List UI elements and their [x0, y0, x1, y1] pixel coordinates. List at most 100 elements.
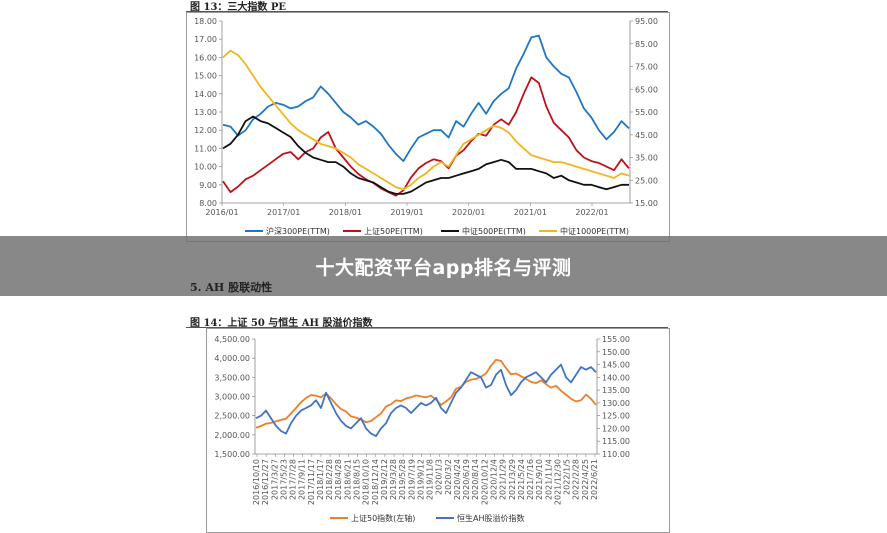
right-tick-label: 110.00: [602, 450, 630, 459]
x-tick-label: 2019/3/28: [389, 459, 398, 500]
x-tick-label: 2021/1/29: [499, 459, 508, 500]
left-tick-label: 17.00: [194, 35, 217, 44]
x-tick-label: 2020/10/12: [480, 459, 489, 505]
right-tick-label: 115.00: [602, 437, 630, 446]
right-tick-label: 55.00: [635, 108, 658, 117]
x-tick-label: 2021/12/30: [553, 459, 562, 505]
right-tick-label: 150.00: [602, 348, 630, 357]
left-tick-label: 13.00: [194, 108, 217, 117]
x-tick-label: 2020/8/14: [471, 459, 480, 500]
series-line-300pe-ttm: [222, 34, 630, 163]
left-tick-label: 10.00: [194, 163, 217, 172]
left-tick-label: 3,000.00: [214, 393, 250, 402]
x-tick-label: 2019/11/8: [426, 459, 435, 500]
left-tick-label: 16.00: [194, 53, 217, 62]
right-tick-label: 120.00: [602, 424, 630, 433]
right-tick-label: 25.00: [635, 176, 658, 185]
right-tick-label: 75.00: [635, 63, 658, 72]
x-tick-label: 2018/6/21: [343, 459, 352, 500]
left-tick-label: 11.00: [194, 144, 217, 153]
left-tick-label: 8.00: [199, 199, 217, 208]
series-line-500pe-ttm: [222, 115, 629, 195]
right-tick-label: 45.00: [635, 131, 658, 140]
left-tick-label: 3,500.00: [214, 373, 250, 382]
right-tick-label: 130.00: [602, 399, 630, 408]
pe-chart: 18.00 17.00 16.00 15.00 14.00 13.00 12.00 11.00…: [194, 17, 658, 236]
x-tick-label: 2017/7/28: [289, 459, 298, 500]
legend-label-50pe-ttm: 上证50PE(TTM): [364, 227, 423, 236]
x-tick-label: 2017/01: [267, 208, 300, 217]
right-tick-label: 95.00: [635, 17, 658, 26]
x-tick-label: 2020/01: [452, 208, 485, 217]
legend-label-300pe-ttm: 沪深300PE(TTM): [266, 226, 330, 236]
x-tick-label: 2018/2/28: [325, 459, 334, 500]
left-tick-label: 2,500.00: [214, 412, 250, 421]
x-tick-label: 2018/12/14: [371, 459, 380, 505]
x-tick-label: 2022/4/25: [581, 459, 590, 500]
x-tick-label: 2018/1/17: [316, 459, 325, 500]
series-line-ah: [255, 363, 597, 438]
x-tick-label: 2018/01: [329, 208, 362, 217]
section-heading: 5. AH 股联动性: [190, 281, 273, 294]
x-tick-label: 2017/9/11: [298, 459, 307, 500]
x-tick-label: 2019/01: [390, 208, 423, 217]
series-line-50: [255, 358, 597, 429]
left-tick-label: 9.00: [199, 181, 217, 190]
right-tick-label: 135.00: [602, 386, 630, 395]
legend-label-500pe-ttm: 中证500PE(TTM): [462, 226, 526, 236]
legend-label-1000pe-ttm: 中证1000PE(TTM): [560, 226, 629, 236]
x-tick-label: 2018/10/10: [362, 459, 371, 505]
x-tick-label: 2022/01: [575, 208, 608, 217]
legend-label-ah: 恒生AH股溢价指数: [457, 513, 525, 523]
right-tick-label: 155.00: [602, 335, 630, 344]
series-line-50pe-ttm: [222, 76, 630, 197]
overlay-title: 十大配资平台app排名与评测: [315, 256, 572, 279]
right-tick-label: 85.00: [635, 40, 658, 49]
left-tick-label: 12.00: [194, 126, 217, 135]
legend-label-50: 上证50指数(左轴): [351, 513, 415, 523]
x-tick-label: 2017/5/23: [279, 459, 288, 500]
figure-14-title: 图 14：上证 50 与恒生 AH 股溢价指数: [190, 318, 373, 329]
right-tick-label: 125.00: [602, 412, 630, 421]
x-tick-label: 2018/4/28: [334, 459, 343, 500]
x-tick-label: 2019/7/19: [407, 459, 416, 500]
figure-14-frame: [206, 328, 670, 533]
left-tick-label: 4,500.00: [214, 335, 250, 344]
left-tick-label: 18.00: [194, 17, 217, 26]
x-tick-label: 2016/01: [205, 208, 238, 217]
x-tick-label: 2022/1/5: [563, 459, 572, 495]
series-line-1000pe-ttm: [222, 49, 630, 191]
x-tick-label: 2021/7/16: [526, 459, 535, 500]
x-tick-label: 2019/2/12: [380, 459, 389, 500]
x-tick-label: 2017/11/17: [307, 459, 316, 505]
x-tick-label: 2022/2/28: [572, 459, 581, 500]
x-tick-label: 2021/3/29: [508, 459, 517, 500]
left-tick-label: 14.00: [194, 90, 217, 99]
figure-13-top-rule: [186, 11, 668, 12]
x-tick-label: 2020/6/19: [462, 459, 471, 500]
x-tick-label: 2019/5/28: [398, 459, 407, 500]
right-tick-label: 15.00: [635, 199, 658, 208]
x-tick-label: 2020/12/4: [490, 459, 499, 500]
right-tick-label: 35.00: [635, 154, 658, 163]
left-tick-label: 15.00: [194, 72, 217, 81]
figure-13-title: 图 13：三大指数 PE: [190, 2, 287, 13]
figure-14-top-rule: [186, 327, 668, 328]
x-tick-label: 2020/1/3: [435, 459, 444, 495]
left-tick-label: 2,000.00: [214, 431, 250, 440]
right-tick-label: 145.00: [602, 361, 630, 370]
x-tick-label: 2020/3/2: [444, 459, 453, 495]
x-tick-label: 2021/01: [514, 208, 547, 217]
x-tick-label: 2016/12/27: [261, 459, 270, 505]
x-tick-label: 2018/8/15: [352, 459, 361, 500]
left-tick-label: 4,000.00: [214, 354, 250, 363]
x-tick-label: 2021/9/10: [535, 459, 544, 500]
x-tick-label: 2020/4/24: [453, 459, 462, 500]
x-tick-label: 2022/6/21: [590, 459, 599, 500]
x-tick-label: 2016/10/10: [252, 459, 261, 505]
x-tick-label: 2019/9/12: [416, 459, 425, 500]
x-tick-label: 2021/11/4: [544, 459, 553, 500]
right-tick-label: 140.00: [602, 373, 630, 382]
x-tick-label: 2017/3/27: [270, 459, 279, 500]
